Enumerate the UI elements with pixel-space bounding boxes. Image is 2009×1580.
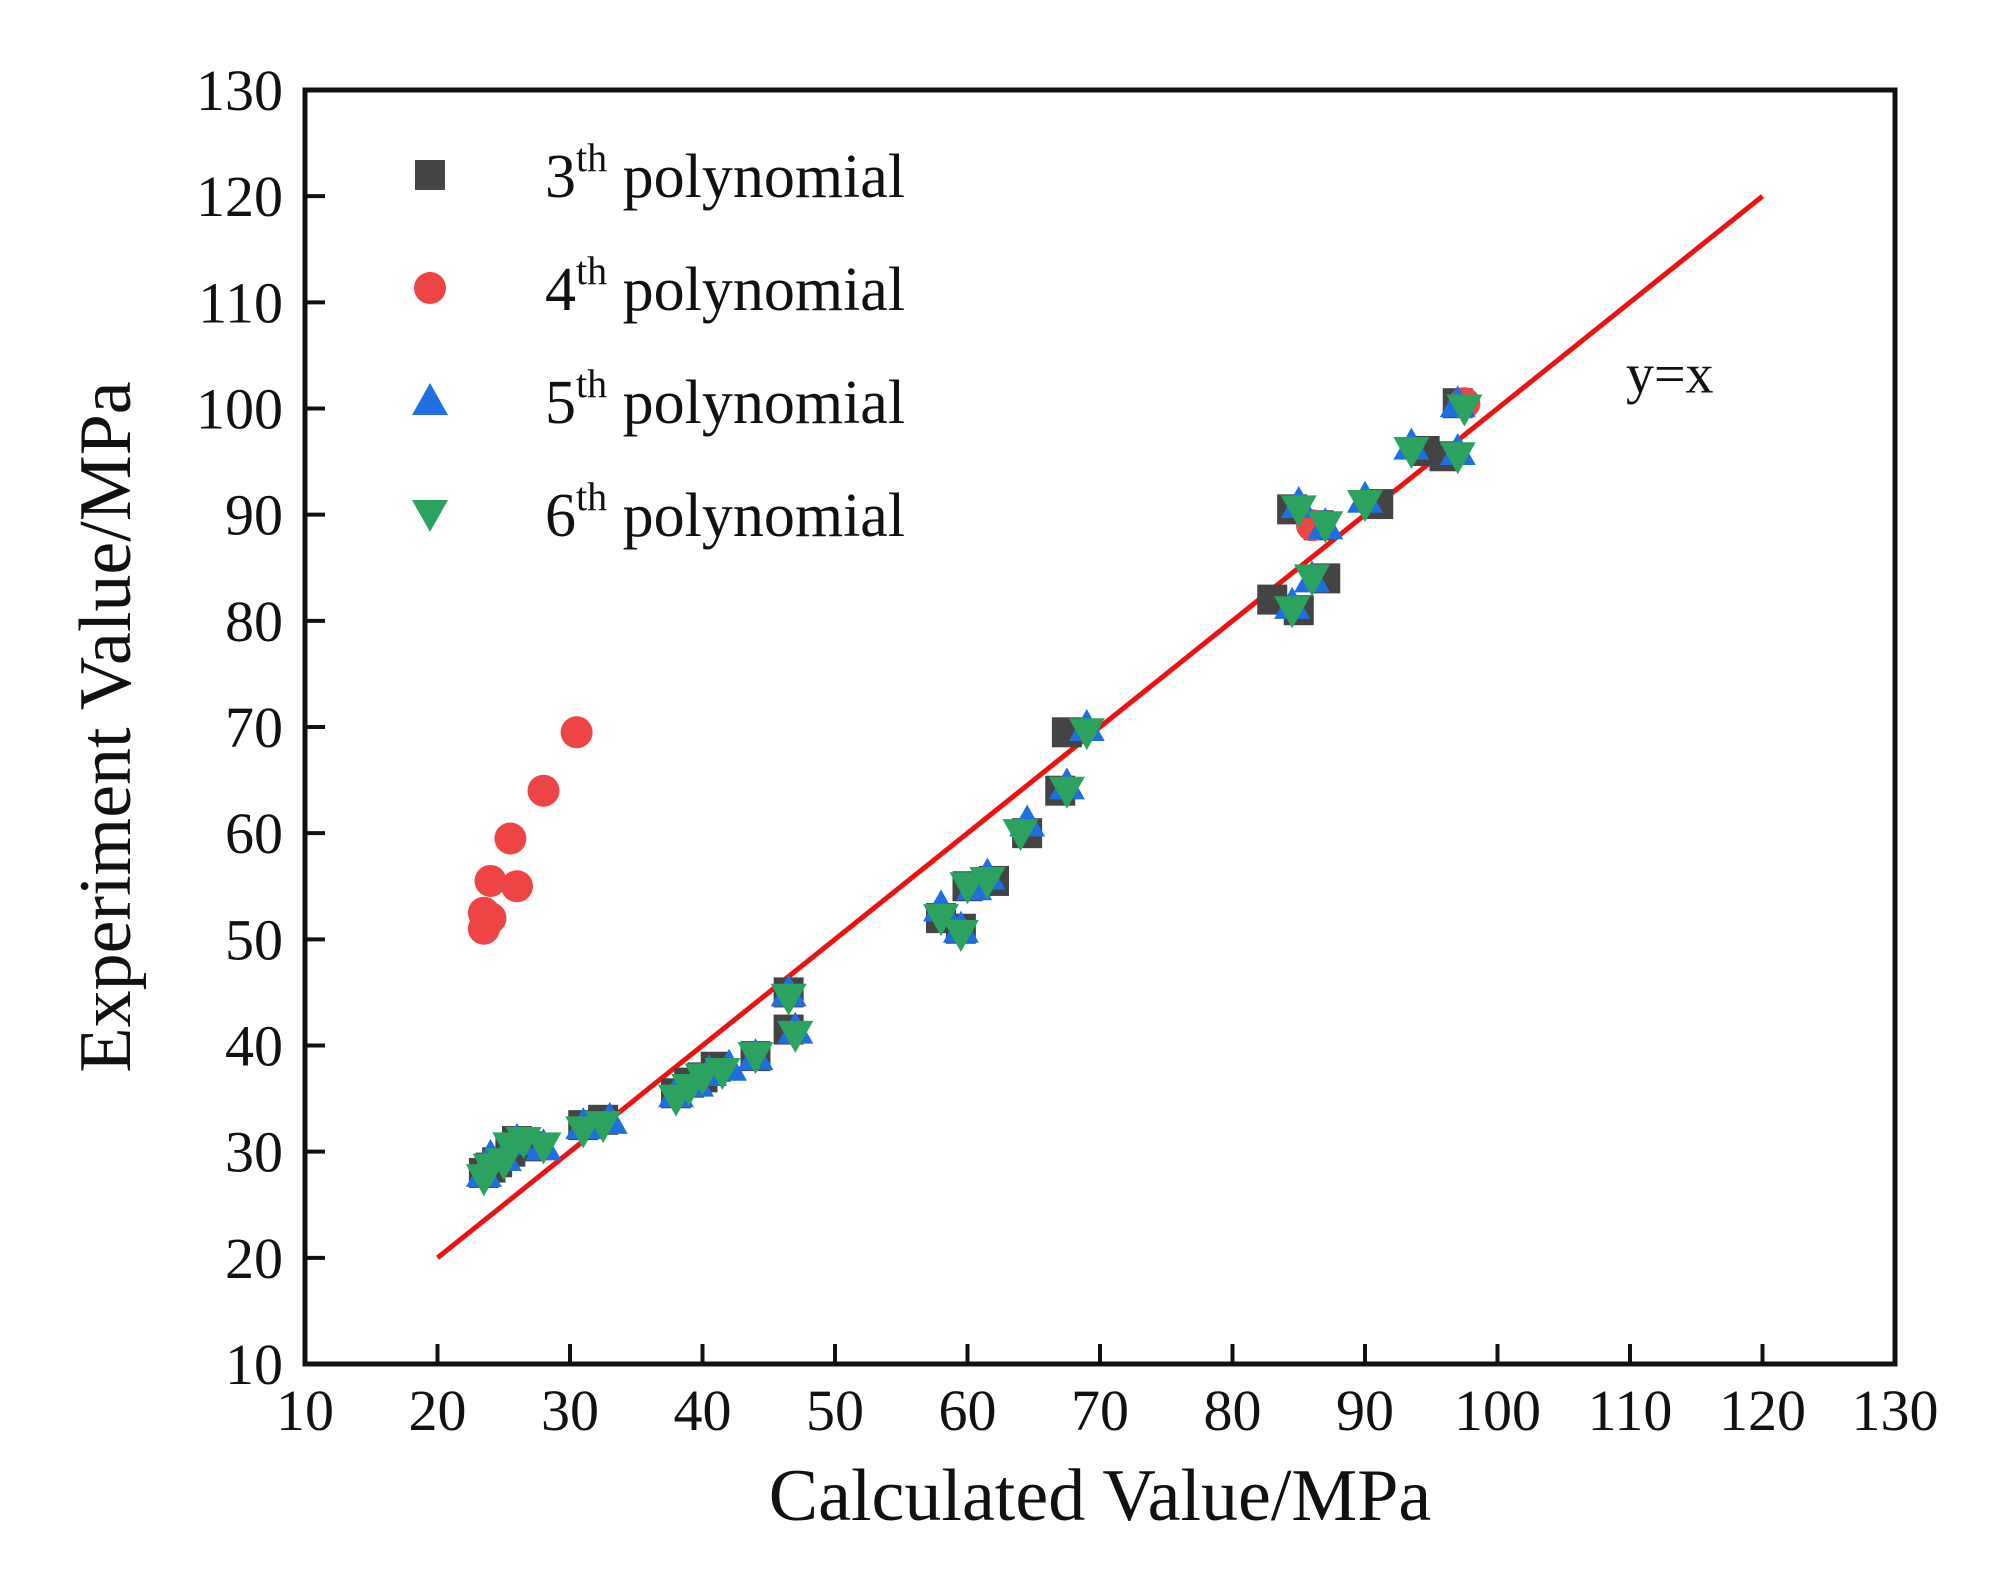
data-point: [949, 872, 986, 905]
legend: 3th polynomial 4th polynomial 5th polynomi…: [412, 135, 905, 550]
data-point: [474, 902, 507, 935]
data-point: [1294, 564, 1330, 597]
data-point: [770, 983, 807, 1016]
data-point: [1274, 596, 1311, 629]
data-point: [1446, 394, 1483, 427]
data-point: [527, 774, 560, 807]
data-point: [737, 1042, 774, 1075]
x-tick-label: 130: [1852, 1378, 1939, 1443]
x-tick-label: 120: [1719, 1378, 1806, 1443]
y-tick-label: 90: [225, 483, 283, 548]
x-tick-label: 110: [1588, 1378, 1673, 1443]
legend-marker: [412, 500, 448, 532]
y-tick-label: 70: [225, 695, 283, 760]
x-tick-label: 40: [674, 1378, 732, 1443]
data-point: [684, 1063, 721, 1096]
y-tick-label: 100: [196, 377, 283, 442]
data-point: [560, 716, 593, 749]
data-point: [501, 870, 533, 903]
y-tick-label: 120: [196, 164, 283, 229]
x-axis-title: Calculated Value/MPa: [769, 1455, 1431, 1537]
x-tick-label: 70: [1071, 1378, 1129, 1443]
data-point: [1347, 490, 1383, 523]
data-point: [1048, 776, 1085, 809]
data-point: [474, 864, 507, 897]
reference-line-label: y=x: [1626, 344, 1714, 406]
y-tick-label: 110: [198, 270, 283, 335]
legend-marker: [415, 160, 445, 190]
data-point: [969, 866, 1006, 899]
data-point: [1068, 718, 1105, 751]
x-tick-label: 20: [409, 1378, 467, 1443]
data-point: [1002, 819, 1039, 852]
legend-item: 6th polynomial: [412, 474, 905, 550]
y-tick-label: 30: [225, 1120, 283, 1185]
data-point: [1307, 511, 1344, 544]
x-tick-label: 10: [276, 1378, 334, 1443]
x-tick-label: 50: [806, 1378, 864, 1443]
legend-item: 5th polynomial: [412, 361, 905, 437]
data-point: [1439, 442, 1476, 475]
legend-label: 3th polynomial: [545, 135, 905, 211]
y-tick-label: 40: [225, 1014, 283, 1079]
legend-item: 3th polynomial: [415, 135, 905, 211]
data-point: [1393, 436, 1430, 469]
series-6th-polynomial: [465, 394, 1483, 1197]
legend-marker: [414, 272, 446, 304]
legend-item: 4th polynomial: [414, 248, 905, 324]
legend-marker: [412, 383, 448, 415]
data-point: [777, 1020, 814, 1053]
data-point: [1280, 495, 1317, 528]
x-tick-label: 80: [1204, 1378, 1262, 1443]
y-tick-label: 50: [225, 907, 283, 972]
legend-label: 5th polynomial: [545, 361, 905, 437]
data-point: [704, 1058, 741, 1091]
legend-label: 6th polynomial: [545, 474, 905, 550]
data-point: [923, 904, 959, 937]
series-4th-polynomial: [467, 387, 1481, 945]
data-point: [494, 822, 527, 855]
y-axis-title: Experiment Value/MPa: [65, 381, 147, 1072]
data-point: [585, 1111, 622, 1144]
data-point: [565, 1116, 602, 1149]
y-tick-label: 130: [196, 58, 283, 123]
y-tick-label: 20: [225, 1226, 283, 1291]
y-equals-x-reference-line: [435, 194, 1765, 1260]
data-point: [525, 1132, 562, 1165]
y-tick-label: 60: [225, 801, 283, 866]
legend-label: 4th polynomial: [545, 248, 905, 324]
x-tick-label: 30: [541, 1378, 599, 1443]
y-tick-label: 10: [225, 1332, 283, 1397]
y-tick-label: 80: [225, 589, 283, 654]
x-tick-label: 60: [939, 1378, 997, 1443]
x-tick-label: 90: [1336, 1378, 1394, 1443]
x-tick-label: 100: [1454, 1378, 1541, 1443]
data-point: [942, 920, 979, 953]
